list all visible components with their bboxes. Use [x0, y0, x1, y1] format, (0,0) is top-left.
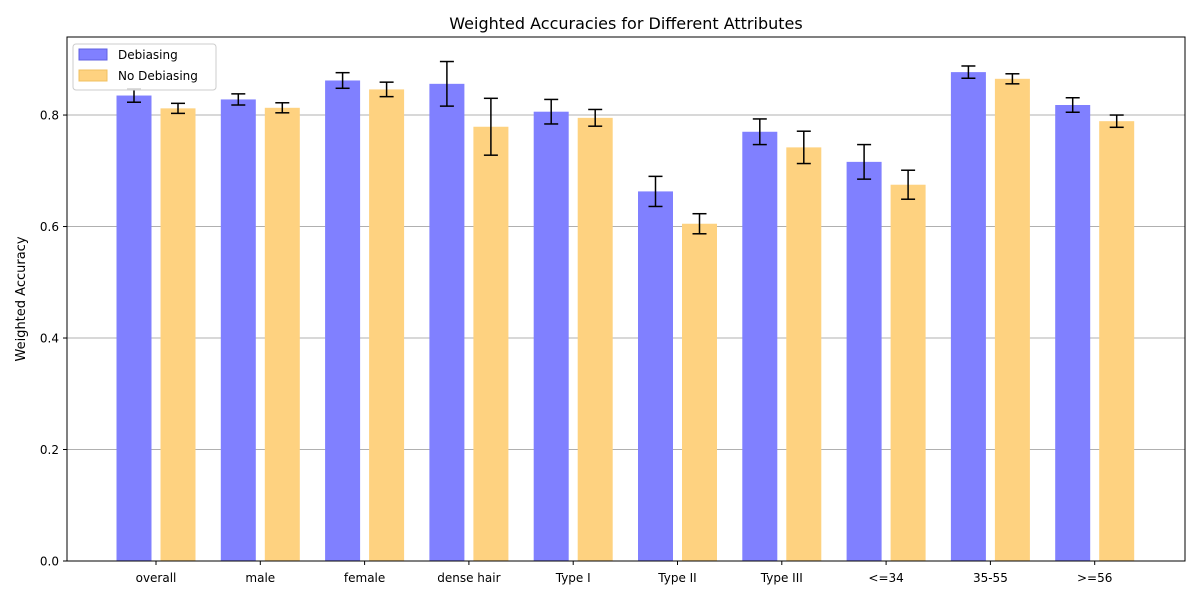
bar-debiasing [533, 111, 569, 561]
legend: Debiasing No Debiasing [72, 43, 217, 91]
x-tick-label: dense hair [437, 571, 500, 585]
legend-swatch [78, 48, 108, 61]
legend-label: Debiasing [118, 48, 178, 62]
y-tick-label: 0.0 [40, 555, 59, 569]
y-tick-label: 0.4 [40, 332, 59, 346]
bar-debiasing [846, 161, 882, 561]
bar-no-debiasing [1099, 121, 1135, 561]
bar-no-debiasing [473, 126, 509, 562]
x-tick-label: >=56 [1077, 571, 1112, 585]
x-tick-label: female [344, 571, 385, 585]
bar-no-debiasing [890, 184, 926, 562]
x-axis-ticks: overall male female dense hair Type I Type II… [136, 561, 1112, 585]
legend-label: No Debiasing [118, 69, 198, 83]
x-tick-label: Type I [555, 571, 591, 585]
bar-no-debiasing [577, 117, 613, 562]
bar-no-debiasing [369, 89, 405, 562]
bar-debiasing [116, 95, 152, 561]
bar-debiasing [742, 131, 778, 561]
bar-no-debiasing [786, 147, 822, 562]
bars [116, 72, 1135, 562]
y-axis-ticks: 0.0 0.2 0.4 0.6 0.8 [40, 109, 67, 569]
chart-title: Weighted Accuracies for Different Attrib… [449, 14, 802, 33]
x-tick-label: male [245, 571, 275, 585]
plot-frame [66, 36, 1186, 562]
y-tick-label: 0.2 [40, 443, 59, 457]
legend-swatch [78, 69, 108, 82]
y-tick-label: 0.8 [40, 109, 59, 123]
bar-no-debiasing [264, 107, 300, 561]
y-axis-label: Weighted Accuracy [14, 236, 29, 361]
x-tick-label: <=34 [868, 571, 903, 585]
bar-debiasing [325, 80, 361, 562]
bar-no-debiasing [994, 78, 1030, 562]
bar-no-debiasing [682, 223, 717, 561]
x-tick-label: Type III [760, 571, 803, 585]
bar-debiasing [1055, 105, 1091, 561]
bar-debiasing [429, 83, 465, 561]
legend-box [72, 43, 217, 91]
bar-debiasing [220, 99, 256, 561]
bar-debiasing [950, 72, 986, 562]
bar-debiasing [638, 191, 673, 561]
bar-no-debiasing [160, 108, 196, 561]
y-tick-label: 0.6 [40, 220, 59, 234]
x-tick-label: Type II [657, 571, 696, 585]
x-tick-label: 35-55 [973, 571, 1008, 585]
x-tick-label: overall [136, 571, 177, 585]
